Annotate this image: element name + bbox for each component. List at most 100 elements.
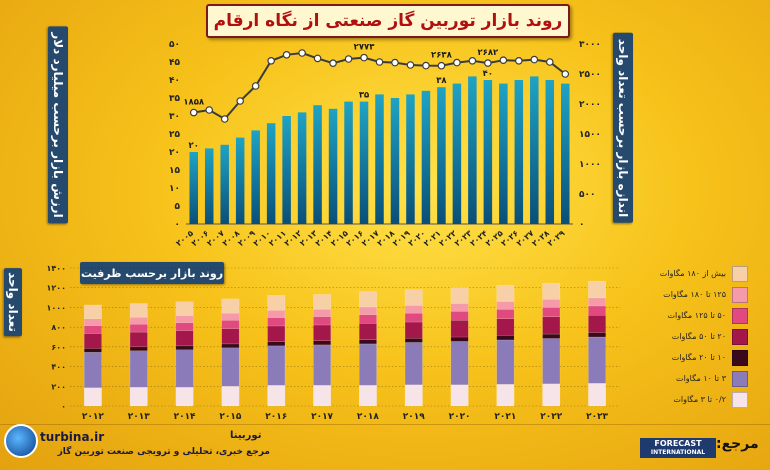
- capacity-bar-segment: [84, 352, 102, 388]
- capacity-bar-segment: [175, 322, 194, 331]
- capacity-bar-segment: [588, 315, 606, 333]
- market-size-point: [205, 106, 214, 114]
- market-size-point: [329, 59, 337, 68]
- capacity-bar-segment: [175, 330, 194, 347]
- capacity-bar-segment: [496, 318, 515, 336]
- market-size-point: [468, 56, 477, 65]
- capacity-bar-segment: [542, 299, 561, 308]
- capacity-bar-segment: [404, 305, 423, 314]
- legend-item: ۵۰ تا ۱۲۵ مگاوات: [628, 305, 748, 326]
- capacity-bar-segment: [588, 297, 606, 307]
- right-y-tick: ۲۵۰۰: [579, 70, 601, 80]
- line-data-label: ۲۷۷۳: [354, 43, 376, 53]
- capacity-bar-segment: [267, 295, 286, 311]
- capacity-bar-segment: [84, 304, 102, 319]
- capacity-bar-segment: [496, 384, 515, 407]
- forecast-line1: FORECAST: [654, 439, 702, 448]
- bottom-y-tick: ۶۰۰: [51, 343, 66, 352]
- capacity-bar-segment: [175, 301, 194, 316]
- market-value-bar: [344, 101, 353, 224]
- market-value-bar: [189, 152, 198, 224]
- market-size-point: [236, 97, 244, 105]
- market-size-point: [499, 56, 508, 65]
- capacity-bar-segment: [313, 309, 331, 317]
- capacity-bar-segment: [84, 318, 102, 326]
- bottom-x-tick: ۲۰۱۲: [82, 412, 104, 422]
- capacity-bar-segment: [542, 282, 561, 300]
- market-size-point: [437, 61, 446, 70]
- capacity-bar-segment: [542, 383, 561, 407]
- capacity-bar-segment: [496, 309, 515, 319]
- legend-swatch: [732, 307, 748, 324]
- capacity-bar-segment: [267, 325, 286, 342]
- market-value-bar: [328, 108, 338, 224]
- capacity-bar-segment: [359, 339, 377, 345]
- capacity-bar-segment: [450, 341, 469, 386]
- capacity-bar-segment: [450, 336, 469, 342]
- market-size-point: [561, 70, 570, 78]
- capacity-bar-segment: [84, 325, 102, 334]
- capacity-bar-segment: [175, 345, 194, 351]
- capacity-bar-segment: [359, 291, 377, 308]
- market-size-point: [298, 49, 306, 57]
- bottom-x-tick: ۲۰۱۳: [128, 412, 150, 422]
- legend-label: ۵۰ تا ۱۲۵ مگاوات: [667, 311, 726, 320]
- legend-label: ۱۲۵ تا ۱۸۰ مگاوات: [663, 290, 726, 299]
- capacity-bar-segment: [129, 331, 148, 348]
- capacity-bar-segment: [496, 285, 515, 302]
- capacity-bar-segment: [359, 323, 377, 340]
- capacity-bar-segment: [221, 320, 240, 329]
- capacity-bar-segment: [267, 345, 286, 386]
- bottom-x-tick: ۲۰۱۵: [219, 412, 241, 422]
- bottom-y-tick: ۸۰۰: [51, 323, 66, 332]
- left-y-tick: ۲۰: [169, 148, 180, 158]
- capacity-bar-segment: [542, 333, 561, 339]
- market-value-bar: [235, 137, 245, 224]
- capacity-bar-segment: [267, 341, 286, 347]
- bar-data-label: ۳۸: [436, 76, 447, 86]
- line-data-label: ۱۸۵۸: [183, 98, 205, 108]
- bottom-x-tick: ۲۰۱۷: [311, 412, 333, 422]
- market-size-point: [267, 56, 275, 65]
- legend-label: ۱۰ تا ۲۰ مگاوات: [671, 353, 726, 362]
- capacity-bar-segment: [267, 317, 286, 327]
- legend-swatch: [732, 286, 748, 303]
- market-value-bar: [375, 94, 384, 225]
- market-size-point: [545, 58, 554, 66]
- market-value-bar: [452, 83, 462, 224]
- market-value-bar: [468, 76, 477, 225]
- left-y-tick: ۳۵: [169, 94, 180, 104]
- capacity-bar-segment: [313, 316, 331, 326]
- right-y-tick: ۵۰۰: [579, 190, 595, 200]
- market-value-bar: [545, 80, 555, 224]
- market-size-point: [313, 54, 322, 63]
- capacity-bar-segment: [175, 315, 194, 323]
- brand-url[interactable]: turbina.ir: [40, 430, 105, 444]
- turbina-logo-icon: [4, 424, 38, 458]
- capacity-bar-segment: [129, 323, 148, 333]
- market-size-point: [375, 58, 384, 66]
- market-value-bar: [406, 94, 415, 225]
- bar-data-label: ۲۰: [189, 141, 199, 151]
- legend-item: ۰/۲ تا ۳ مگاوات: [628, 389, 748, 410]
- legend-swatch: [732, 265, 748, 282]
- capacity-bar-segment: [129, 303, 148, 318]
- left-y-tick: ۳۰: [169, 112, 180, 122]
- capacity-bar-segment: [175, 349, 194, 388]
- market-value-bar: [297, 112, 307, 224]
- bottom-y-tick: ۴۰۰: [51, 363, 66, 372]
- bottom-y-tick: ۱۲۰۰: [46, 284, 66, 293]
- capacity-bar-segment: [221, 312, 240, 321]
- legend-label: بیش از ۱۸۰ مگاوات: [659, 269, 726, 278]
- capacity-bar-segment: [450, 311, 469, 321]
- market-value-bar: [251, 130, 260, 224]
- capacity-bar-segment: [221, 328, 240, 345]
- brand-description: مرجع خبری، تحلیلی و ترویجی صنعت توربین گ…: [57, 447, 270, 457]
- capacity-bar-segment: [588, 336, 606, 384]
- legend-swatch: [732, 328, 748, 345]
- capacity-bar-segment: [496, 301, 515, 310]
- left-y-tick: ۱۵: [169, 166, 180, 176]
- capacity-bar-segment: [84, 333, 102, 349]
- capacity-bar-segment: [221, 347, 240, 387]
- market-size-point: [220, 115, 229, 123]
